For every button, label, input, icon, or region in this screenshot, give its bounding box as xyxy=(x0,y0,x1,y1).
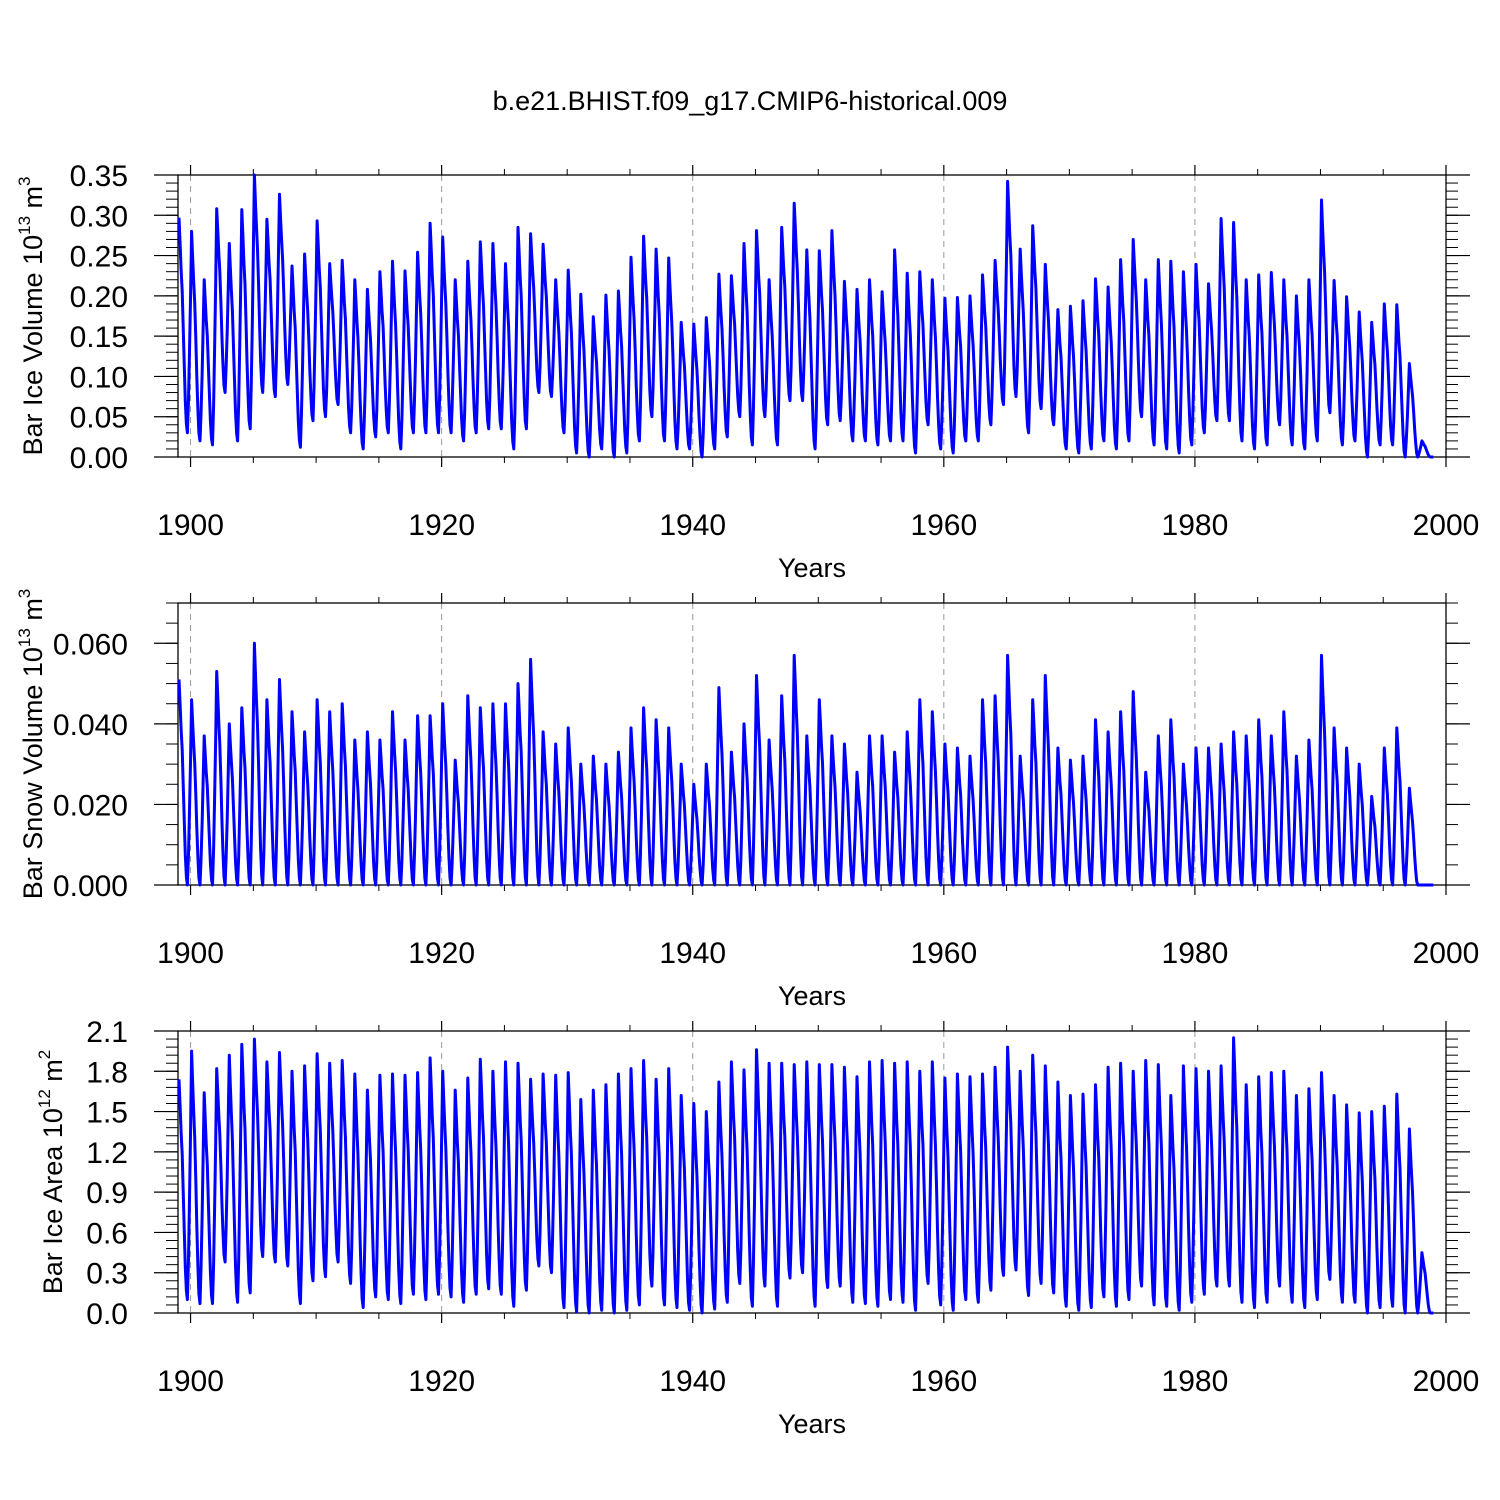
y-tick-label-4: 0.20 xyxy=(70,281,128,314)
x-tick-label-0: 1900 xyxy=(157,1365,224,1398)
series-line-0 xyxy=(177,173,1434,459)
x-tick-label-4: 1980 xyxy=(1162,1365,1229,1398)
y-axis-unit-exponent: 13 xyxy=(15,628,34,647)
y-tick-label-7: 2.1 xyxy=(86,1016,128,1049)
y-tick-label-0: 0.000 xyxy=(53,870,128,903)
y-tick-label-4: 1.2 xyxy=(86,1137,128,1170)
x-axis-title: Years xyxy=(778,553,846,583)
plot-frame xyxy=(177,1030,1447,1314)
y-tick-label-3: 0.9 xyxy=(86,1177,128,1210)
x-tick-label-3: 1960 xyxy=(910,937,977,970)
series-line-0 xyxy=(177,1036,1434,1315)
y-tick-label-0: 0.00 xyxy=(70,442,128,475)
figure-title: b.e21.BHIST.f09_g17.CMIP6-historical.009 xyxy=(493,86,1008,116)
y-tick-label-5: 0.25 xyxy=(70,241,128,274)
panel-ice-volume: 1900 1920 1940 1960 1980 2000 0.00 0.05 0.10 0.15… xyxy=(15,160,1479,583)
x-tick-label-1: 1920 xyxy=(408,509,475,542)
x-tick-label-3: 1960 xyxy=(910,1365,977,1398)
x-tick-label-0: 1900 xyxy=(157,937,224,970)
y-axis-unit-suffix: m xyxy=(38,1059,68,1089)
x-tick-label-5: 2000 xyxy=(1413,509,1480,542)
x-tick-label-4: 1980 xyxy=(1162,937,1229,970)
plot-frame xyxy=(177,174,1447,458)
x-tick-label-1: 1920 xyxy=(408,937,475,970)
x-tick-label-5: 2000 xyxy=(1413,937,1480,970)
y-axis-unit-suffix: m xyxy=(18,598,48,628)
y-axis-unit-suffix-exponent: 3 xyxy=(15,176,34,185)
y-tick-label-3: 0.15 xyxy=(70,321,128,354)
y-axis-title-text: Bar Ice Area xyxy=(38,1138,68,1294)
y-tick-label-5: 1.5 xyxy=(86,1097,128,1130)
y-tick-label-1: 0.020 xyxy=(53,789,128,822)
y-axis-unit-base: 10 xyxy=(38,1108,68,1138)
series-line-0 xyxy=(177,641,1434,887)
panel-ice-area: 1900 1920 1940 1960 1980 2000 0.0 0.3 0.6 0.9 1.2 1… xyxy=(35,1016,1479,1439)
y-axis-unit-suffix-exponent: 3 xyxy=(15,589,34,598)
y-axis-title: Bar Ice Volume 1013 m3 xyxy=(15,176,48,455)
y-axis-unit-exponent: 12 xyxy=(35,1089,54,1108)
panel-snow-volume: 1900 1920 1940 1960 1980 2000 0.000 0.020 0.040 0… xyxy=(15,589,1479,1011)
y-tick-label-6: 1.8 xyxy=(86,1056,128,1089)
x-tick-label-2: 1940 xyxy=(659,509,726,542)
y-tick-label-0: 0.0 xyxy=(86,1298,128,1331)
y-tick-label-2: 0.040 xyxy=(53,709,128,742)
y-tick-label-1: 0.05 xyxy=(70,402,128,435)
y-tick-label-3: 0.060 xyxy=(53,628,128,661)
x-axis-title: Years xyxy=(778,1409,846,1439)
y-axis-title: Bar Ice Area 1012 m2 xyxy=(35,1050,68,1295)
x-tick-label-2: 1940 xyxy=(659,937,726,970)
x-tick-label-1: 1920 xyxy=(408,1365,475,1398)
y-axis-unit-exponent: 13 xyxy=(15,216,34,235)
x-tick-label-0: 1900 xyxy=(157,509,224,542)
y-tick-label-7: 0.35 xyxy=(70,160,128,193)
y-axis-unit-suffix-exponent: 2 xyxy=(35,1050,54,1059)
x-tick-label-2: 1940 xyxy=(659,1365,726,1398)
y-tick-label-2: 0.10 xyxy=(70,361,128,394)
y-axis-title-text: Bar Snow Volume xyxy=(18,677,48,899)
y-axis-unit-suffix: m xyxy=(18,186,48,216)
y-tick-label-2: 0.6 xyxy=(86,1217,128,1250)
x-axis-title: Years xyxy=(778,981,846,1011)
x-tick-label-4: 1980 xyxy=(1162,509,1229,542)
y-tick-label-1: 0.3 xyxy=(86,1258,128,1291)
y-axis-unit-base: 10 xyxy=(18,235,48,265)
y-axis-title: Bar Snow Volume 1013 m3 xyxy=(15,589,48,900)
x-tick-label-5: 2000 xyxy=(1413,1365,1480,1398)
y-axis-title-text: Bar Ice Volume xyxy=(18,265,48,456)
x-tick-label-3: 1960 xyxy=(910,509,977,542)
y-axis-unit-base: 10 xyxy=(18,647,48,677)
y-tick-label-6: 0.30 xyxy=(70,200,128,233)
